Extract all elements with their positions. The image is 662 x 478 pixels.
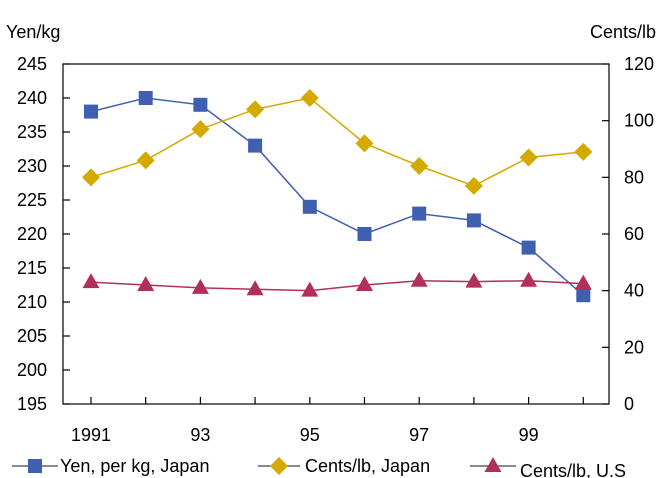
data-point: [576, 288, 591, 303]
legend-marker: [28, 459, 42, 473]
left-tick-label: 210: [17, 292, 47, 312]
data-point: [356, 276, 373, 291]
data-point: [355, 134, 374, 153]
left-tick-label: 200: [17, 360, 47, 380]
data-point: [138, 91, 153, 105]
right-axis-title: Cents/lb: [590, 22, 656, 42]
data-point: [574, 274, 592, 290]
legend-marker: [270, 457, 288, 475]
data-point: [465, 272, 483, 288]
right-tick-label: 20: [624, 337, 644, 357]
series-line: [90, 97, 584, 296]
data-point: [84, 104, 98, 119]
data-point: [302, 199, 317, 214]
left-tick-label: 195: [17, 394, 47, 414]
legend-item: Cents/lb, U.S: [470, 457, 626, 478]
data-point: [519, 148, 538, 167]
right-tick-label: 100: [624, 111, 654, 131]
data-point: [193, 97, 208, 112]
left-tick-label: 220: [17, 224, 47, 244]
left-axis-ticks: 195 200 205 210 215 220 225 230 235 240 245: [17, 54, 70, 414]
legend: Yen, per kg, Japan Cents/lb, Japan Cents/l…: [12, 456, 626, 478]
series-3: [82, 271, 592, 297]
left-tick-label: 230: [17, 156, 47, 176]
left-tick-label: 205: [17, 326, 47, 346]
data-point: [137, 276, 155, 291]
data-point: [464, 176, 483, 195]
left-axis-title: Yen/kg: [6, 22, 60, 42]
left-tick-label: 240: [17, 88, 47, 108]
data-point: [300, 89, 319, 107]
series-layer: [82, 89, 593, 303]
data-point: [246, 280, 264, 296]
data-point: [521, 240, 536, 255]
data-point: [410, 271, 428, 287]
x-tick-label: 95: [300, 425, 320, 445]
data-point: [191, 120, 210, 139]
right-axis-ticks: 0 20 40 60 80 100 120: [602, 54, 654, 414]
right-tick-label: 0: [624, 394, 634, 414]
legend-label: Yen, per kg, Japan: [60, 456, 209, 476]
data-point: [248, 138, 263, 153]
legend-label: Cents/lb, Japan: [305, 456, 430, 476]
legend-label: Cents/lb, U.S: [520, 461, 626, 478]
right-tick-label: 80: [624, 167, 644, 187]
data-point: [410, 157, 429, 175]
left-tick-label: 235: [17, 122, 47, 142]
data-point: [520, 271, 538, 287]
data-point: [357, 227, 372, 241]
data-point: [466, 213, 481, 228]
x-tick-label: 99: [519, 425, 539, 445]
x-axis-ticks: 1991 93 95 97 99: [71, 397, 584, 445]
right-tick-label: 120: [624, 54, 654, 74]
data-point: [412, 206, 427, 221]
right-tick-label: 40: [624, 281, 644, 301]
x-tick-label: 97: [409, 425, 429, 445]
legend-item: Yen, per kg, Japan: [12, 456, 209, 476]
series-line: [90, 279, 584, 292]
data-point: [136, 151, 155, 170]
series-line: [90, 97, 584, 187]
plot-frame: [62, 63, 610, 405]
data-point: [191, 278, 209, 294]
series-2: [82, 89, 593, 195]
left-tick-label: 215: [17, 258, 47, 278]
series-1: [84, 91, 591, 303]
legend-item: Cents/lb, Japan: [258, 456, 430, 476]
x-tick-label: 93: [190, 425, 210, 445]
legend-marker: [484, 457, 502, 472]
left-tick-label: 245: [17, 54, 47, 74]
data-point: [246, 100, 265, 119]
right-tick-label: 60: [624, 224, 644, 244]
data-point: [82, 168, 100, 187]
x-tick-label: 1991: [71, 425, 111, 445]
data-point: [82, 273, 100, 289]
data-point: [301, 281, 319, 297]
data-point: [574, 142, 593, 161]
left-tick-label: 225: [17, 190, 47, 210]
